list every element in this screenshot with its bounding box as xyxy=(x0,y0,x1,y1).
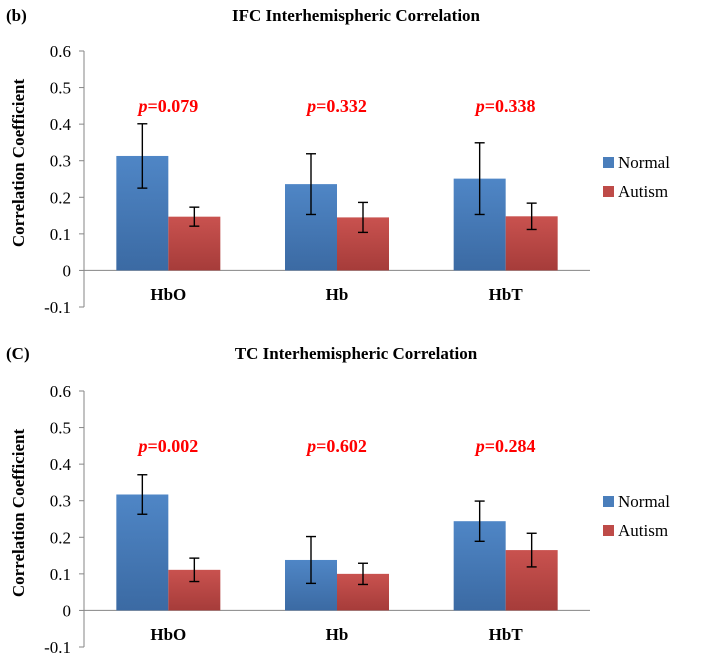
legend-label-autism: Autism xyxy=(618,182,668,201)
p-value-label: p=0.602 xyxy=(305,436,367,456)
chart-title: TC Interhemispheric Correlation xyxy=(235,344,478,363)
panel-label: (C) xyxy=(6,344,30,363)
y-axis-label: Correlation Coefficient xyxy=(9,429,28,598)
legend: Normal Autism xyxy=(603,492,670,540)
y-tick-label: 0 xyxy=(63,261,72,280)
p-value-label: p=0.332 xyxy=(305,96,367,116)
chart-panel-ifc: (b) IFC Interhemispheric Correlation Cor… xyxy=(6,6,670,317)
legend-label-normal: Normal xyxy=(618,153,670,172)
y-tick-label: 0.4 xyxy=(50,455,72,474)
p-value-label: p=0.284 xyxy=(474,436,536,456)
y-tick-label: 0.5 xyxy=(50,79,71,98)
y-tick-label: 0.6 xyxy=(50,42,71,61)
chart-panel-tc: (C) TC Interhemispheric Correlation Corr… xyxy=(6,344,670,657)
x-tick-label: HbO xyxy=(150,285,186,304)
x-tick-label: HbT xyxy=(489,285,524,304)
plot-area: -0.1 0 0.1 0.2 0.3 0.4 0.5 0.6 HbO p=0.002 Hb p=0.6… xyxy=(44,382,590,657)
y-tick-label: 0.1 xyxy=(50,565,71,584)
y-tick-label: 0.2 xyxy=(50,528,71,547)
panel-label: (b) xyxy=(6,6,27,25)
x-tick-label: HbO xyxy=(150,625,186,644)
legend-label-normal: Normal xyxy=(618,492,670,511)
legend-label-autism: Autism xyxy=(618,521,668,540)
y-tick-label: 0.3 xyxy=(50,492,71,511)
y-tick-label: 0.3 xyxy=(50,152,71,171)
y-tick-label: 0.4 xyxy=(50,115,72,134)
y-axis-label: Correlation Coefficient xyxy=(9,79,28,248)
y-tick-label: 0.6 xyxy=(50,382,71,401)
legend-swatch-normal xyxy=(603,496,614,507)
y-tick-label: 0.5 xyxy=(50,419,71,438)
x-tick-label: Hb xyxy=(326,285,349,304)
y-tick-label: 0 xyxy=(63,601,72,620)
legend-swatch-autism xyxy=(603,186,614,197)
x-tick-label: HbT xyxy=(489,625,524,644)
y-tick-label: 0.2 xyxy=(50,188,71,207)
y-tick-label: -0.1 xyxy=(44,298,71,317)
legend-swatch-normal xyxy=(603,157,614,168)
p-value-label: p=0.338 xyxy=(474,96,536,116)
p-value-label: p=0.002 xyxy=(136,436,198,456)
p-value-label: p=0.079 xyxy=(136,96,198,116)
chart-title: IFC Interhemispheric Correlation xyxy=(232,6,481,25)
plot-area: -0.1 0 0.1 0.2 0.3 0.4 0.5 0.6 HbO p=0.079 Hb p=0.3… xyxy=(44,42,590,317)
x-tick-label: Hb xyxy=(326,625,349,644)
y-tick-label: -0.1 xyxy=(44,638,71,657)
legend: Normal Autism xyxy=(603,153,670,201)
y-tick-label: 0.1 xyxy=(50,225,71,244)
legend-swatch-autism xyxy=(603,525,614,536)
